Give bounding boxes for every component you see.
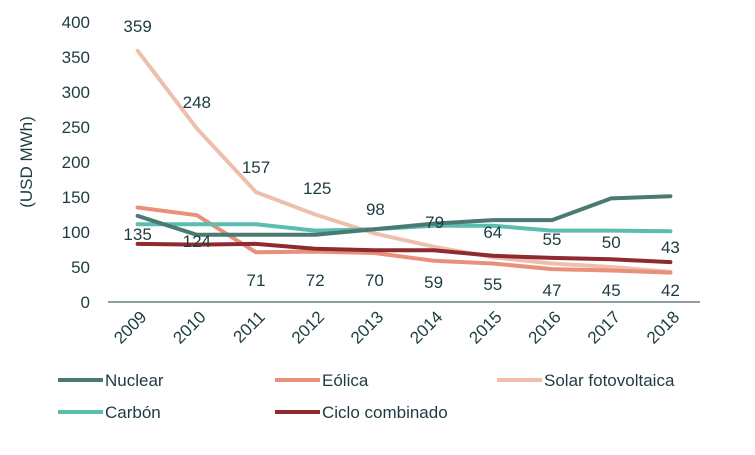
data-label-solar: 125 [303, 179, 331, 198]
y-tick-label: 350 [62, 48, 90, 67]
data-label-solar: 79 [425, 213, 444, 232]
data-label-solar: 50 [602, 233, 621, 252]
data-label-solar: 55 [543, 230, 562, 249]
data-label-solar: 248 [183, 93, 211, 112]
data-label-eolica: 55 [483, 275, 502, 294]
y-tick-label: 150 [62, 188, 90, 207]
legend-label-nuclear: Nuclear [105, 371, 164, 390]
y-axis-title: (USD MWh) [17, 116, 36, 208]
series-line-solar-fotovoltaica [135, 48, 673, 274]
series-line-ciclo-combinado [135, 241, 673, 265]
data-label-eolica: 72 [306, 271, 325, 290]
legend: Nuclear Eólica Solar fotovoltaica Carbón Cic… [58, 371, 675, 422]
y-tick-label: 200 [62, 153, 90, 172]
y-tick-label: 250 [62, 118, 90, 137]
legend-label-ciclo-combinado: Ciclo combinado [322, 403, 448, 422]
data-label-eolica: 47 [543, 281, 562, 300]
data-labels: 359 248 157 125 98 79 64 55 50 43 135 124 71 72 70 59 55… [123, 17, 679, 300]
legend-label-carbón: Carbón [105, 403, 161, 422]
data-label-solar: 157 [242, 158, 270, 177]
data-label-eolica: 42 [661, 281, 680, 300]
y-tick-label: 0 [81, 293, 90, 312]
x-axis-ticks: 2009 2010 2011 2012 2013 2014 2015 2016 2017 2018 [110, 307, 683, 347]
data-label-solar: 43 [661, 238, 680, 257]
data-label-eolica: 45 [602, 281, 621, 300]
x-tick-label: 2017 [584, 307, 624, 347]
x-tick-label: 2016 [525, 307, 565, 347]
data-label-solar: 64 [483, 223, 502, 242]
y-tick-label: 100 [62, 223, 90, 242]
data-label-eolica: 135 [123, 225, 151, 244]
series-line-nuclear [135, 194, 673, 237]
data-label-eolica: 59 [424, 273, 443, 292]
y-tick-label: 300 [62, 83, 90, 102]
data-label-eolica: 70 [365, 271, 384, 290]
data-label-eolica: 71 [247, 271, 266, 290]
x-tick-label: 2015 [465, 307, 505, 347]
x-tick-label: 2009 [110, 307, 150, 347]
x-tick-label: 2018 [643, 307, 683, 347]
data-label-solar: 359 [123, 17, 151, 36]
legend-label-eólica: Eólica [322, 371, 369, 390]
x-tick-label: 2012 [288, 307, 328, 347]
y-tick-label: 400 [62, 13, 90, 32]
data-label-solar: 98 [366, 200, 385, 219]
series-lines [135, 48, 673, 275]
y-axis-ticks: 0 50 100 150 200 250 300 350 400 [62, 13, 90, 312]
x-tick-label: 2011 [230, 307, 269, 346]
x-tick-label: 2014 [406, 307, 446, 347]
legend-label-solar-fotovoltaica: Solar fotovoltaica [544, 371, 675, 390]
x-tick-label: 2010 [169, 307, 209, 347]
y-tick-label: 50 [71, 258, 90, 277]
data-label-eolica: 124 [183, 232, 211, 251]
x-tick-label: 2013 [347, 307, 387, 347]
